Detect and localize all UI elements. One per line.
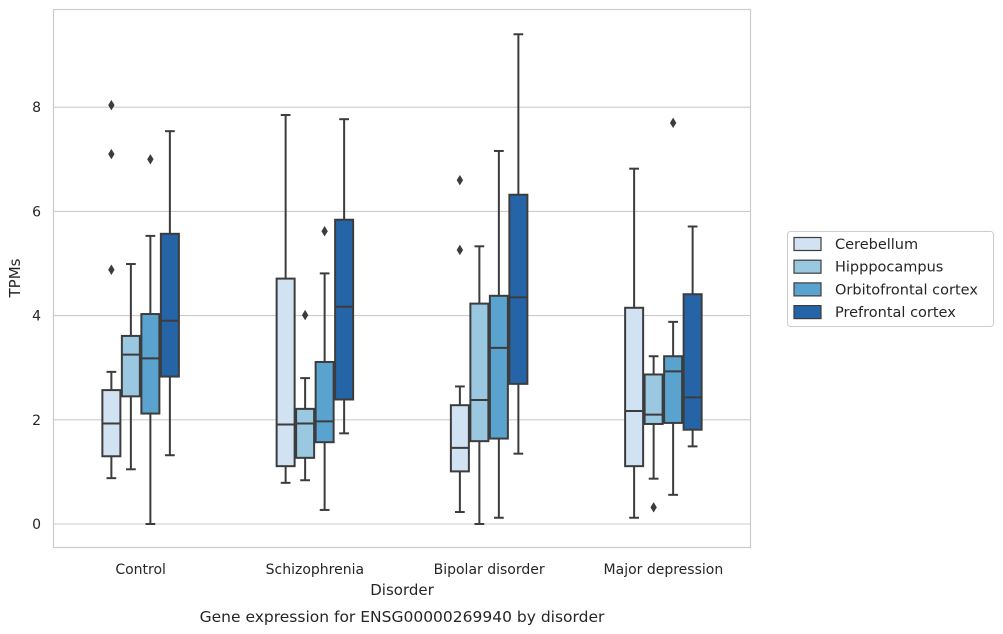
box-orbitofrontal-cortex — [663, 117, 684, 496]
x-tick-label: Control — [115, 562, 166, 578]
legend-label: Orbitofrontal cortex — [835, 282, 978, 298]
x-tick-label: Major depression — [604, 562, 724, 578]
box-cerebellum — [101, 99, 122, 480]
legend-label: Prefrontal cortex — [835, 305, 956, 321]
box-prefrontal-cortex — [682, 225, 703, 448]
outlier-point — [147, 154, 154, 165]
outlier-point — [108, 99, 115, 111]
box-series — [101, 33, 703, 525]
legend-frame — [787, 231, 994, 327]
box-orbitofrontal-cortex — [140, 154, 161, 525]
box-hipppocampus — [643, 355, 664, 513]
chart-caption: Gene expression for ENSG00000269940 by d… — [200, 608, 605, 626]
box-iqr — [314, 360, 335, 444]
outlier-point — [456, 174, 464, 186]
legend-swatch — [793, 305, 822, 320]
box-hipppocampus — [469, 245, 490, 525]
outlier-point — [108, 148, 115, 160]
x-tick-labels: Control Schizophrenia Bipolar disorder Majo… — [115, 562, 723, 578]
box-orbitofrontal-cortex — [488, 149, 509, 519]
box-iqr — [159, 232, 180, 378]
box-iqr — [275, 277, 296, 468]
y-tick-label: 8 — [32, 100, 41, 116]
box-iqr — [449, 404, 470, 473]
box-prefrontal-cortex — [334, 118, 355, 435]
y-tick-labels: 0 2 4 6 8 — [32, 100, 41, 533]
y-tick-label: 0 — [32, 517, 41, 533]
outlier-point — [108, 264, 115, 275]
box-iqr — [469, 302, 490, 443]
box-iqr — [624, 306, 645, 468]
box-cerebellum — [275, 114, 296, 484]
box-hipppocampus — [295, 309, 316, 482]
box-iqr — [295, 407, 316, 459]
legend-swatch — [793, 236, 822, 252]
box-prefrontal-cortex — [159, 130, 180, 457]
legend-label: Cerebellum — [835, 237, 918, 253]
legend-swatch — [793, 282, 822, 297]
plot-frame — [52, 8, 752, 549]
legend-swatch — [793, 259, 822, 274]
box-hipppocampus — [120, 263, 141, 471]
box-prefrontal-cortex — [508, 33, 529, 455]
box-iqr — [334, 218, 355, 401]
box-iqr — [643, 373, 664, 425]
outlier-point — [301, 309, 309, 321]
y-axis-label: TPMs — [6, 258, 24, 298]
box-iqr — [663, 355, 684, 424]
y-tick-label: 2 — [32, 413, 41, 429]
box-iqr — [682, 293, 703, 431]
outlier-point — [650, 502, 657, 513]
x-tick-label: Schizophrenia — [266, 562, 364, 578]
outlier-point — [321, 225, 328, 237]
box-iqr — [140, 313, 161, 415]
box-cerebellum — [449, 174, 470, 514]
box-cerebellum — [624, 167, 645, 519]
box-iqr — [508, 193, 529, 385]
outlier-point — [456, 244, 464, 256]
box-orbitofrontal-cortex — [314, 225, 335, 511]
legend-label: Hipppocampus — [835, 260, 943, 276]
x-tick-label: Bipolar disorder — [434, 562, 545, 578]
box-iqr — [488, 294, 509, 440]
legend: Cerebellum Hipppocampus Orbitofrontal cort… — [787, 231, 994, 327]
y-tick-label: 4 — [32, 309, 41, 325]
x-axis-label: Disorder — [370, 581, 434, 599]
box-iqr — [120, 334, 141, 398]
y-tick-label: 6 — [32, 204, 41, 220]
outlier-point — [669, 117, 677, 129]
